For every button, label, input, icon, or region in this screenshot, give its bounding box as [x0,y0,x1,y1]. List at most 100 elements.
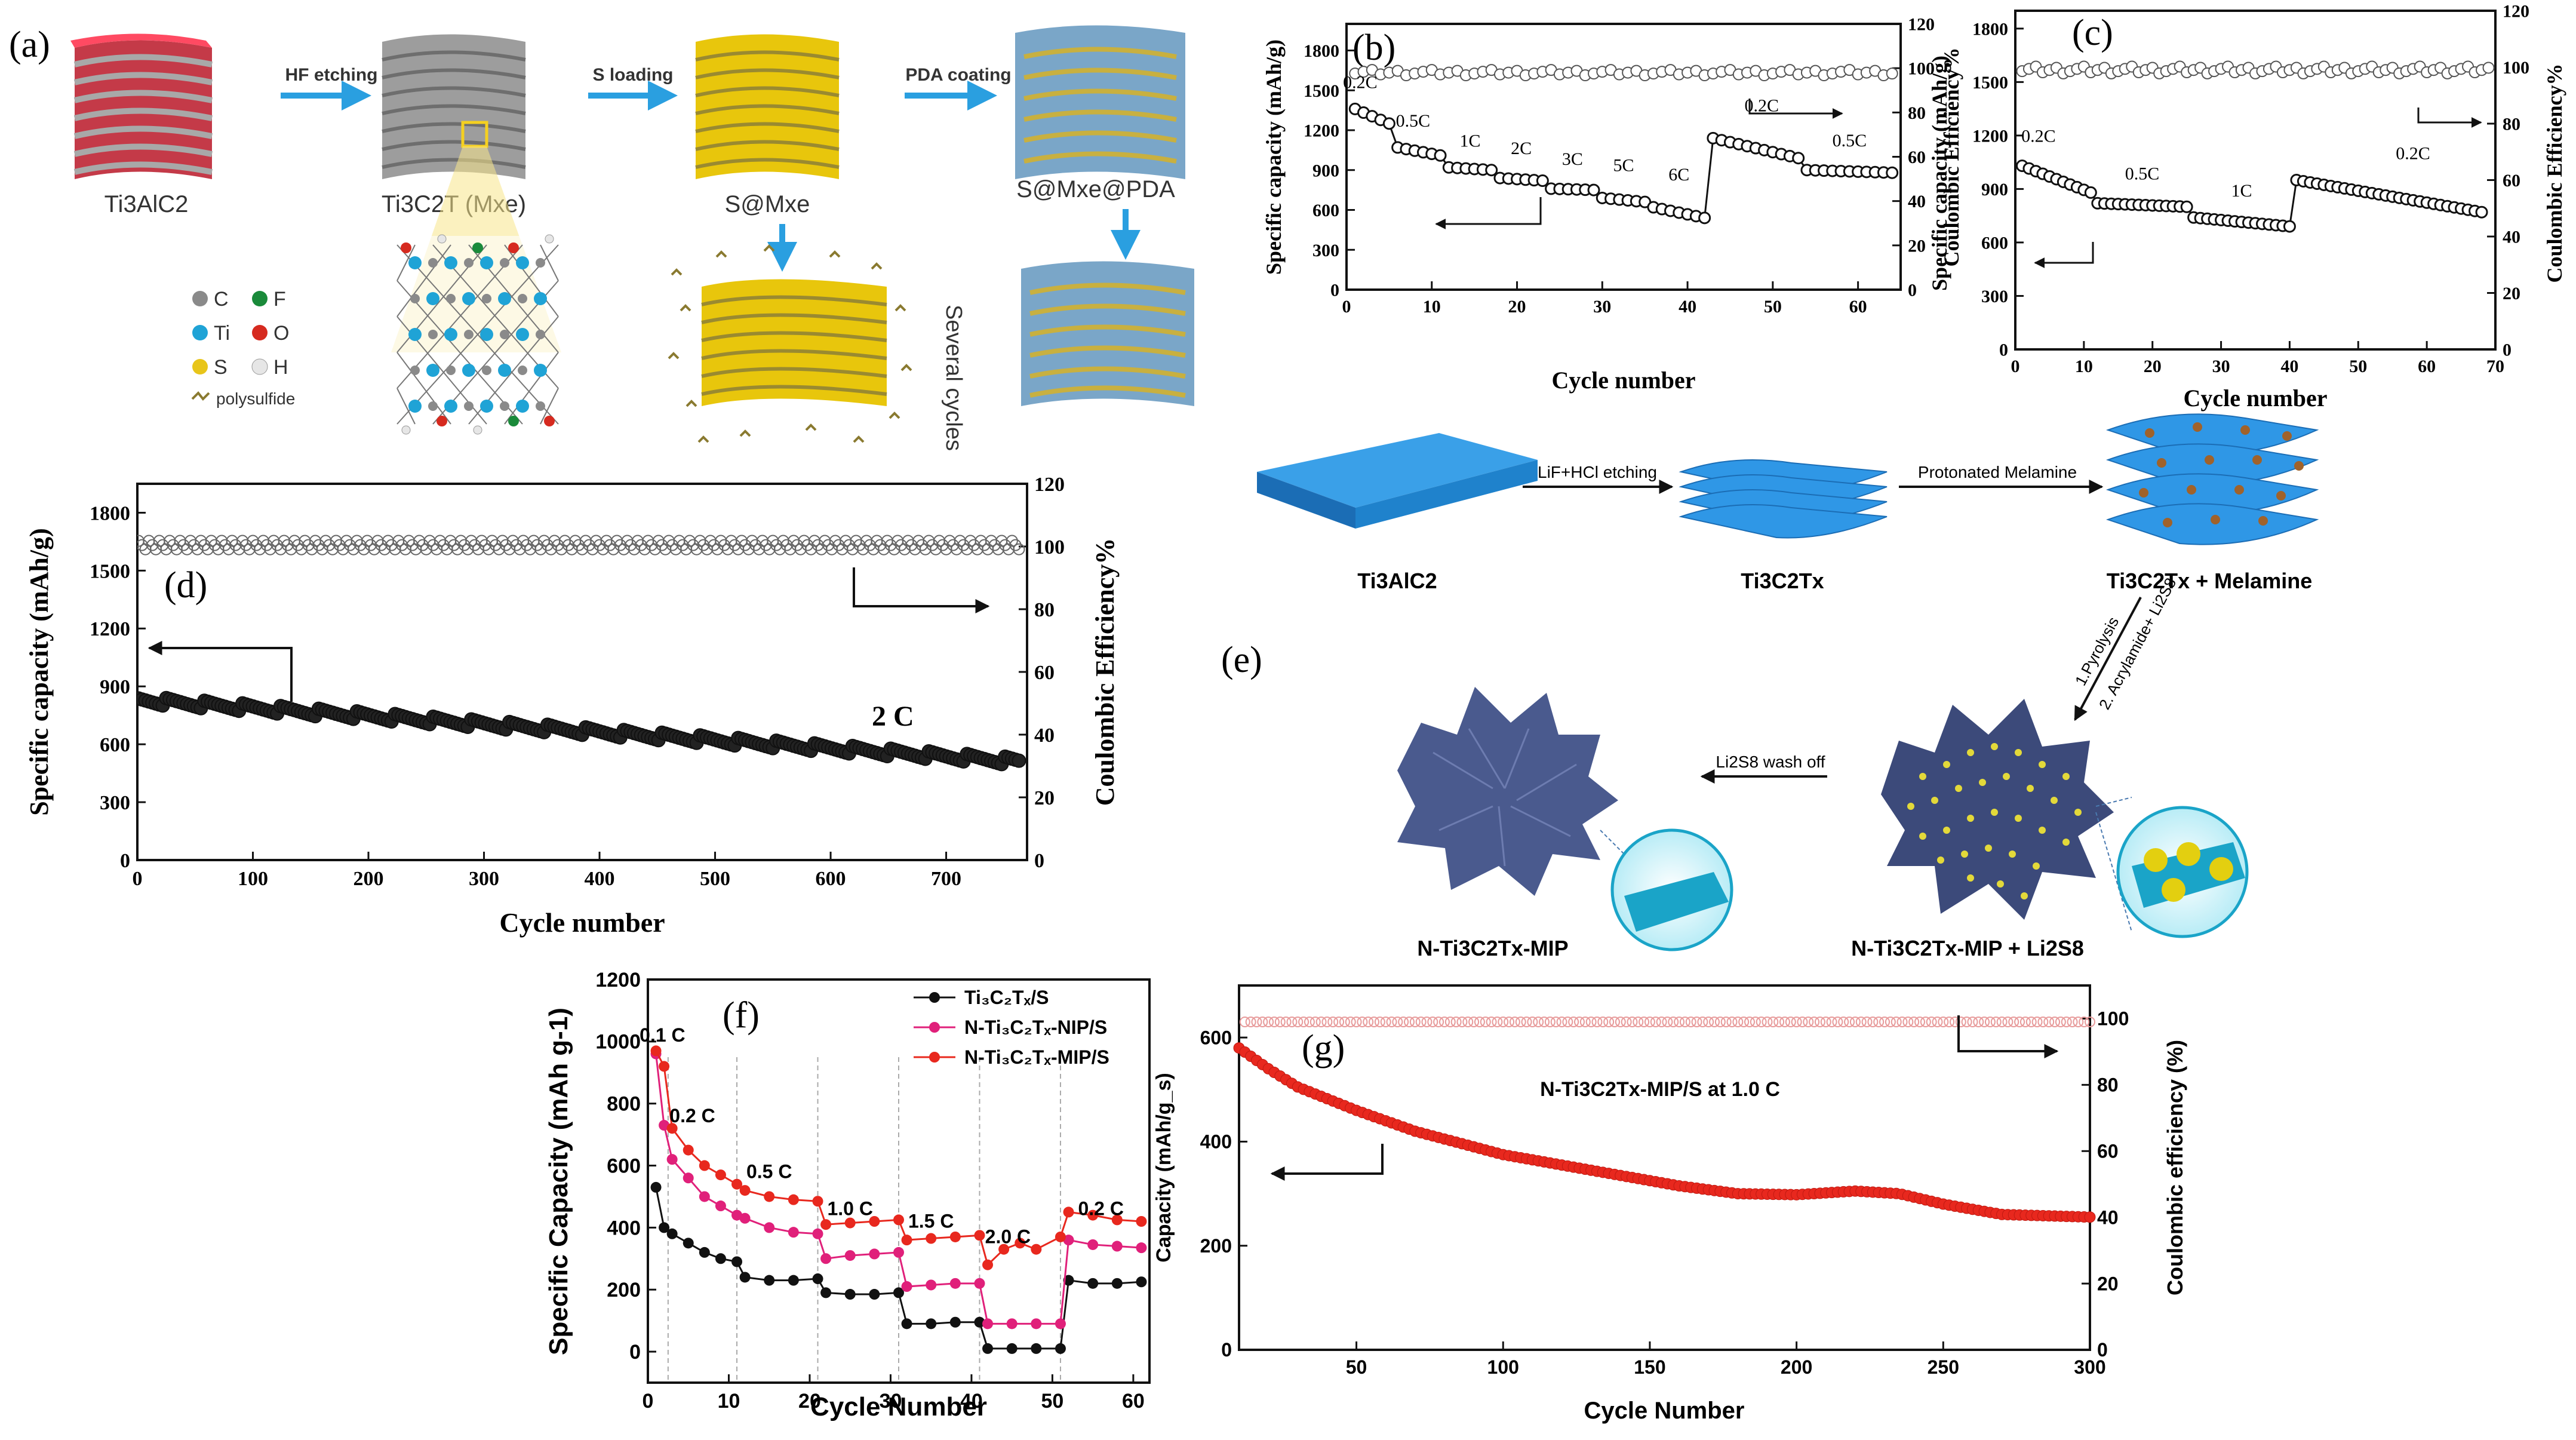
capacity-point [1012,753,1026,768]
ce-point [1504,1017,1515,1027]
chart-b-letter: (b) [1352,27,1395,68]
capacity-axis-arrow [147,641,293,702]
series-point [739,1212,751,1224]
x-tick-label: 0 [2011,357,2020,376]
x-tick-label: 300 [2074,1356,2105,1378]
series-point [650,1045,662,1057]
capacity-point [2475,205,2488,219]
y2-tick-label: 120 [1034,474,1065,496]
series-point [764,1275,775,1286]
y-tick-label: 1000 [595,1031,641,1054]
y2-tick-label: 120 [1908,15,1935,35]
y2-tick-label: 0 [2097,1339,2108,1361]
series-point [699,1160,710,1171]
e-zoom-bubble-li2s8-content [2132,842,2245,908]
y2-tick-label: 20 [2503,284,2520,303]
legend-label: Ti₃C₂Tₓ/S [964,987,1049,1008]
chart-f-legend: Ti₃C₂Tₓ/S N-Ti₃C₂Tₓ-NIP/S N-Ti₃C₂Tₓ-MIP/S [914,987,1109,1068]
ce-point [1292,1017,1304,1027]
y2-tick-label: 20 [1908,236,1926,256]
x-tick-label: 20 [798,1390,821,1413]
ce-point [1820,1017,1831,1027]
polysulfide-icon [191,391,210,401]
ce-point [1609,1017,1620,1027]
series-point [659,1222,670,1233]
ce-point [1327,1017,1339,1027]
x-tick-label: 40 [960,1390,983,1413]
ce-point [1633,1017,1644,1027]
ce-point [1668,1017,1679,1027]
ce-point [1486,1017,1497,1027]
ce-point [1762,1017,1773,1027]
ce-point [1644,1017,1655,1027]
ce-point [1398,1017,1409,1027]
ce-point [1750,1017,1761,1027]
ce-point [1363,1017,1374,1027]
ce-point [1579,1017,1591,1027]
ce-point [2043,1017,2055,1027]
e-etching-label: LiF+HCl etching [1538,463,1657,481]
e-pyrolysis-arrow [2074,597,2142,721]
y2-tick-label: 80 [2503,115,2520,134]
ce-point [2025,1017,2037,1027]
legend-marker [929,1022,940,1033]
series-point [869,1248,880,1260]
ce-point [1351,1017,1362,1027]
series-point [1136,1276,1147,1288]
series-point [788,1275,799,1286]
ce-point [1268,1017,1280,1027]
ce-point [1498,1017,1509,1027]
ce-point [1533,1017,1544,1027]
ce-point [1844,1017,1855,1027]
ce-point [1603,1017,1615,1027]
ce-point [1908,1017,1920,1027]
ce-point [1984,1017,1996,1027]
legend-h-label: H [273,356,288,379]
chart-b-ylabel: Specific capacity (mAh/g) [1262,39,1286,275]
ce-point [1691,1017,1702,1027]
y2-tick-label: 0 [1908,281,1917,300]
y-tick-label: 900 [100,676,130,698]
capacity-point [1587,183,1600,196]
y-tick-label: 1200 [595,969,641,991]
ce-point [1492,1017,1503,1027]
legend-o-label: O [273,322,289,345]
y-tick-label: 0 [120,850,130,872]
ce-point [1562,1017,1573,1027]
ce-point [1386,1017,1397,1027]
ce-point [1433,1017,1444,1027]
legend-o-dot [252,325,268,340]
series-point [901,1318,912,1330]
ce-point [1697,1017,1708,1027]
series-point [1087,1278,1099,1289]
ce-point [1257,1017,1268,1027]
panel-e-letter: (e) [1221,640,1262,680]
ce-point [1890,1017,1902,1027]
ce-point [1973,1017,1984,1027]
series-point [1055,1318,1066,1330]
series-point [820,1219,832,1230]
series-point [998,1244,1010,1255]
chart-c-frame [2014,10,2497,351]
ce-point [1662,1017,1673,1027]
series-point [683,1172,694,1184]
ce-point [1539,1017,1550,1027]
ce-point [1838,1017,1849,1027]
series-point [901,1281,912,1292]
element-legend: C F Ti O S H polysulfide [191,288,295,408]
series-point [650,1181,662,1193]
y2-tick-label: 120 [2503,2,2529,22]
ce-point [1896,1017,1908,1027]
x-tick-label: 20 [1508,297,1526,317]
x-tick-label: 60 [2418,357,2436,376]
rate-label: 0.5C [2125,164,2160,183]
legend-h-dot [251,358,268,375]
series-point [715,1253,726,1264]
ce-point [1438,1017,1450,1027]
series-point [1031,1318,1042,1330]
ce-point [1621,1017,1632,1027]
rate-label: 1.0 C [827,1198,872,1220]
capacity-point [1886,166,1899,179]
x-tick-label: 20 [2144,357,2162,376]
chart-d-letter: (d) [164,565,207,606]
